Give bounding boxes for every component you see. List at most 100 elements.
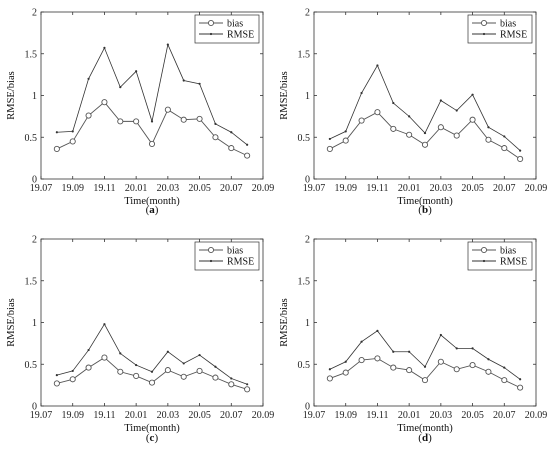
data-point-rmse [519,378,522,381]
legend-label-bias: bias [227,246,243,257]
y-tick-label: 1.5 [298,276,311,287]
x-tick-label: 19.09 [334,183,357,194]
data-point-rmse [423,365,427,368]
y-tick-label: 0 [305,402,310,413]
data-point-bias [485,368,492,375]
x-axis-label: Time(month) [397,196,453,207]
y-axis-label: RMSE/bias [6,298,17,346]
x-tick-label: 20.09 [252,410,275,421]
data-point-bias [53,145,60,152]
data-point-bias [406,367,413,374]
data-point-rmse [198,82,201,85]
series-line-rmse [56,323,248,385]
y-tick-label: 0.5 [25,133,38,144]
y-tick-label: 1 [32,318,37,329]
series-line-rmse [329,64,521,151]
x-tick-label: 20.05 [188,183,211,194]
data-point-rmse [503,135,506,138]
data-point-bias [212,134,219,141]
x-tick-label: 19.11 [93,410,115,421]
data-point-bias [101,354,108,361]
chart-panel-b: 19.07 19.09 19.11 20.01 20.03 20.05 20.07 20.09… [279,8,547,217]
data-point-bias [69,376,76,383]
data-point-rmse [439,333,442,337]
data-point-bias [85,364,92,371]
data-point-rmse [55,131,58,134]
y-tick-label: 0 [305,175,310,186]
x-tick-label: 20.01 [398,410,421,421]
series-line-bias [329,357,521,389]
data-point-bias [326,145,333,152]
data-point-rmse [214,122,217,125]
legend-box [467,241,533,271]
data-point-rmse [87,348,90,352]
data-point-bias [196,367,203,374]
data-point-rmse [328,137,331,141]
legend-marker-bias [207,246,215,254]
data-point-bias [437,358,444,365]
x-tick-label: 19.11 [93,183,115,194]
data-point-rmse [119,86,122,89]
panel-label: (d) [418,432,432,444]
data-point-bias [501,377,508,384]
data-point-rmse [87,77,90,80]
data-point-bias [374,355,381,362]
data-point-rmse [455,347,458,350]
x-tick-label: 19.07 [30,410,53,421]
data-point-rmse [182,79,185,82]
chart-panel-c: 19.07 19.09 19.11 20.01 20.03 20.05 20.07 20.09… [6,235,274,445]
data-point-rmse [423,131,427,135]
data-point-bias [485,136,492,143]
data-point-bias [374,109,381,116]
data-point-rmse [471,93,474,96]
x-tick-label: 20.05 [461,183,484,194]
data-point-rmse [455,109,458,112]
data-point-rmse [503,366,506,369]
data-point-bias [358,357,365,364]
data-point-rmse [487,358,490,361]
x-tick-label: 20.01 [398,183,421,194]
data-point-bias [117,118,124,125]
data-point-rmse [230,131,233,134]
legend-label-rmse: RMSE [227,30,254,41]
data-point-bias [117,368,124,375]
data-point-rmse [166,43,169,46]
data-point-bias [180,373,187,380]
legend-marker-rmse [482,259,486,263]
legend-label-bias: bias [500,19,516,30]
data-point-bias [244,152,251,159]
legend-box [194,241,260,271]
data-point-bias [244,386,251,393]
legend-box [194,14,260,44]
x-tick-label: 20.09 [525,410,548,421]
data-point-rmse [344,360,347,363]
data-point-rmse [103,323,106,326]
data-point-bias [164,367,171,374]
data-point-rmse [519,149,522,152]
x-axis-label: Time(month) [397,423,453,434]
legend-label-bias: bias [227,19,243,30]
x-axis-label: Time(month) [124,423,180,434]
y-axis-label: RMSE/bias [279,298,290,346]
data-point-bias [390,125,397,132]
x-tick-label: 20.01 [125,410,148,421]
x-tick-label: 20.03 [430,410,453,421]
y-tick-label: 2 [305,8,310,19]
chart-panel-d: 19.07 19.09 19.11 20.01 20.03 20.05 20.07 20.09… [279,235,547,445]
y-tick-label: 1.5 [25,276,38,287]
data-point-rmse [214,365,217,368]
data-point-bias [133,118,140,125]
data-point-bias [326,375,333,382]
legend-label-rmse: RMSE [500,257,527,268]
y-axis-label: RMSE/bias [279,71,290,119]
x-tick-label: 19.07 [30,183,53,194]
data-point-rmse [392,101,395,105]
series-line-bias [56,101,248,157]
data-point-bias [437,124,444,131]
data-point-bias [180,116,187,123]
data-point-rmse [344,130,347,133]
x-tick-label: 19.11 [366,183,388,194]
data-point-bias [469,362,476,369]
data-point-rmse [487,126,490,129]
